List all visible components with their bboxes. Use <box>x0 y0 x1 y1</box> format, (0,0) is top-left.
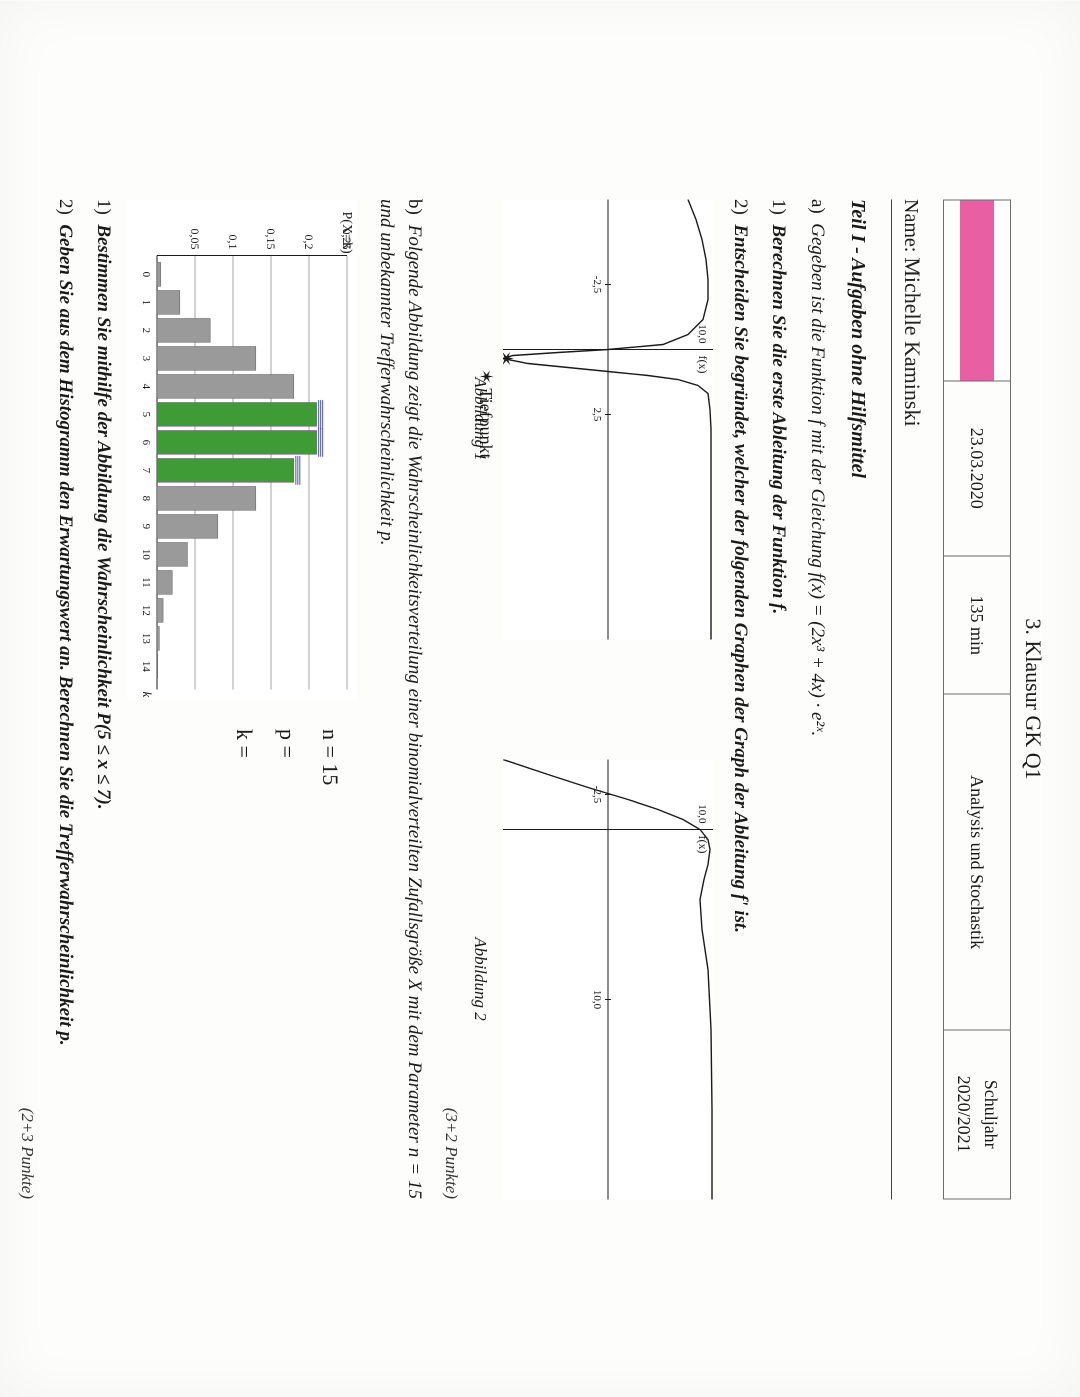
task-b2: 2) Geben Sie aus dem Histogramm den Erwa… <box>51 199 80 1199</box>
svg-text:0,05: 0,05 <box>189 228 203 249</box>
svg-text:3: 3 <box>141 355 153 361</box>
svg-text:7: 7 <box>141 467 153 473</box>
svg-text:6: 6 <box>141 439 153 445</box>
tiefpunkt-text: Tiefpunkt <box>477 388 497 458</box>
chart2-svg: -2,5 10,0 f(x) 10,0 <box>504 759 714 1199</box>
svg-text:13: 13 <box>141 632 153 644</box>
duration-cell: 135 min <box>944 555 1011 694</box>
svg-text:10: 10 <box>141 548 153 560</box>
histogram-handnotes: n = 15 p = k = <box>219 729 358 785</box>
svg-text:10,0: 10,0 <box>697 803 709 823</box>
svg-text:✶: ✶ <box>504 349 517 366</box>
redaction-block <box>960 200 994 380</box>
page-content: 3. Klausur GK Q1 23.03.2020 135 min Anal… <box>15 199 1050 1199</box>
task-b-text: Folgende Abbildung zeigt die Wahrscheinl… <box>376 199 426 1199</box>
task-a2-text: Entscheiden Sie begründet, welcher der f… <box>730 224 751 933</box>
task-a1: 1) Berechnen Sie die erste Ableitung der… <box>764 199 793 1199</box>
task-a-text: Gegeben ist die Funktion f mit der Gleic… <box>807 223 828 736</box>
task-a1-text: Berechnen Sie die erste Ableitung der Fu… <box>769 224 790 614</box>
svg-text:f(x): f(x) <box>697 355 711 373</box>
svg-text:2: 2 <box>141 327 153 333</box>
svg-text:9: 9 <box>141 523 153 529</box>
task-b1-label: 1) <box>94 199 115 215</box>
svg-text:0,1: 0,1 <box>227 234 241 249</box>
svg-text:2,5: 2,5 <box>592 407 604 421</box>
histogram-svg: 0,050,10,150,20,25P(X=k)0123456789101112… <box>128 199 358 699</box>
chart1-box: -2,52,5f(x)10,0✶ Abbildung 1 ✶ Tiefpunkt <box>468 199 714 639</box>
svg-text:10,0: 10,0 <box>592 989 604 1009</box>
hand-n: n = 15 <box>315 729 348 785</box>
exam-title: 3. Klausur GK Q1 <box>1017 199 1050 1199</box>
task-a2: 2) Entscheiden Sie begründet, welcher de… <box>726 199 755 1199</box>
svg-text:1: 1 <box>141 299 153 305</box>
points-b: (2+3 Punkte) <box>15 199 41 1199</box>
task-b2-label: 2) <box>55 199 76 215</box>
histogram-row: 0,050,10,150,20,25P(X=k)0123456789101112… <box>128 199 358 1199</box>
hand-p: p = <box>272 729 305 785</box>
task-b1-text: Bestimmen Sie mithilfe der Abbildung die… <box>94 224 115 809</box>
year-cell: Schuljahr 2020/2021 <box>944 1029 1011 1198</box>
svg-text:0: 0 <box>141 271 153 277</box>
year-label: Schuljahr <box>981 1079 1001 1148</box>
year-value: 2020/2021 <box>954 1075 974 1152</box>
task-a1-label: 1) <box>769 199 790 215</box>
task-b-intro: b) Folgende Abbildung zeigt die Wahrsche… <box>372 199 429 1199</box>
rotated-page: 3. Klausur GK Q1 23.03.2020 135 min Anal… <box>0 0 1080 1397</box>
points-a: (3+2 Punkte) <box>439 199 465 1199</box>
svg-text:8: 8 <box>141 495 153 501</box>
svg-text:12: 12 <box>141 604 153 615</box>
svg-text:4: 4 <box>141 383 153 389</box>
charts-row: -2,52,5f(x)10,0✶ Abbildung 1 ✶ Tiefpunkt… <box>468 199 714 1199</box>
part1-title: Teil I - Aufgaben ohne Hilfsmittel <box>843 199 873 1199</box>
name-row: Name: Michelle Kaminski <box>891 199 929 1199</box>
hand-k: k = <box>229 729 262 785</box>
svg-text:-2,5: -2,5 <box>592 275 604 293</box>
svg-text:0,15: 0,15 <box>265 228 279 249</box>
svg-text:f(x): f(x) <box>697 835 711 853</box>
pink-block-cell <box>944 199 1011 380</box>
task-a-intro: a) Gegeben ist die Funktion f mit der Gl… <box>803 199 832 1199</box>
task-a-label: a) <box>807 199 828 214</box>
chart1-svg: -2,5 2,5 f(x) 10,0 ✶ <box>504 199 714 639</box>
name-label: Name: <box>900 199 922 252</box>
task-a2-label: 2) <box>730 199 751 215</box>
svg-text:-2,5: -2,5 <box>592 785 604 803</box>
svg-text:k: k <box>141 691 156 697</box>
svg-text:10,0: 10,0 <box>697 323 709 343</box>
chart2-caption: Abbildung 2 <box>468 759 494 1199</box>
svg-text:5: 5 <box>141 411 153 417</box>
tiefpunkt-annot: ✶ Tiefpunkt <box>473 369 500 459</box>
task-b2-text: Geben Sie aus dem Histogramm den Erwartu… <box>55 224 76 1045</box>
svg-text:0,2: 0,2 <box>303 234 317 249</box>
subject-cell: Analysis und Stochastik <box>944 694 1011 1029</box>
name-value: Michelle Kaminski <box>900 257 925 426</box>
header-table: 23.03.2020 135 min Analysis und Stochast… <box>943 199 1011 1199</box>
task-b-label: b) <box>405 199 426 215</box>
viewport: 3. Klausur GK Q1 23.03.2020 135 min Anal… <box>0 0 1080 1397</box>
date-cell: 23.03.2020 <box>944 380 1011 555</box>
chart2-box: -2,5 10,0 f(x) 10,0 Abbildung 2 <box>468 759 714 1199</box>
svg-text:14: 14 <box>141 660 153 672</box>
svg-text:P(X=k): P(X=k) <box>340 211 355 253</box>
svg-text:11: 11 <box>141 576 153 587</box>
task-b1: 1) Bestimmen Sie mithilfe der Abbildung … <box>89 199 118 1199</box>
